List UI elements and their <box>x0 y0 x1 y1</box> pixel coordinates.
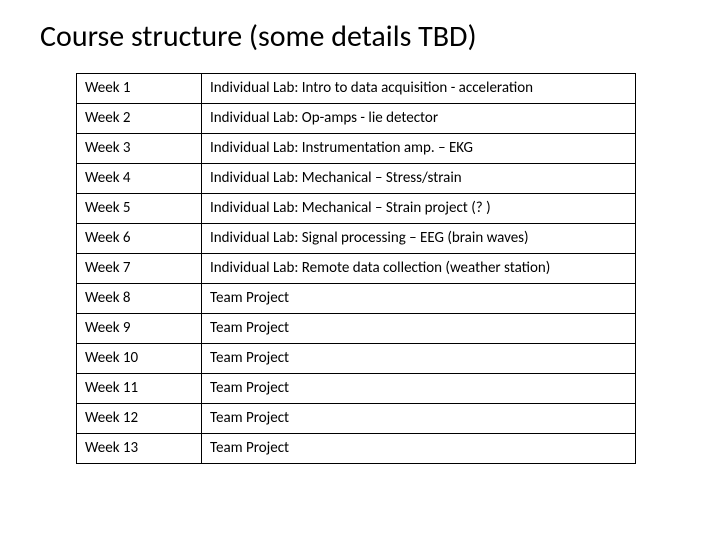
desc-cell: Individual Lab: Signal processing – EEG … <box>202 224 636 254</box>
week-cell: Week 13 <box>77 434 202 464</box>
week-cell: Week 1 <box>77 74 202 104</box>
table-row: Week 11 Team Project <box>77 374 636 404</box>
table-row: Week 5 Individual Lab: Mechanical – Stra… <box>77 194 636 224</box>
week-cell: Week 2 <box>77 104 202 134</box>
week-cell: Week 10 <box>77 344 202 374</box>
week-cell: Week 6 <box>77 224 202 254</box>
week-cell: Week 8 <box>77 284 202 314</box>
schedule-table-wrap: Week 1 Individual Lab: Intro to data acq… <box>76 73 636 464</box>
page-title: Course structure (some details TBD) <box>40 18 682 55</box>
week-cell: Week 9 <box>77 314 202 344</box>
desc-cell: Individual Lab: Mechanical – Strain proj… <box>202 194 636 224</box>
week-cell: Week 7 <box>77 254 202 284</box>
desc-cell: Individual Lab: Op-amps - lie detector <box>202 104 636 134</box>
schedule-table: Week 1 Individual Lab: Intro to data acq… <box>76 73 636 464</box>
table-row: Week 10 Team Project <box>77 344 636 374</box>
week-cell: Week 5 <box>77 194 202 224</box>
desc-cell: Team Project <box>202 344 636 374</box>
table-row: Week 2 Individual Lab: Op-amps - lie det… <box>77 104 636 134</box>
table-row: Week 4 Individual Lab: Mechanical – Stre… <box>77 164 636 194</box>
week-cell: Week 3 <box>77 134 202 164</box>
desc-cell: Team Project <box>202 404 636 434</box>
desc-cell: Team Project <box>202 434 636 464</box>
table-row: Week 6 Individual Lab: Signal processing… <box>77 224 636 254</box>
table-row: Week 3 Individual Lab: Instrumentation a… <box>77 134 636 164</box>
table-row: Week 12 Team Project <box>77 404 636 434</box>
week-cell: Week 12 <box>77 404 202 434</box>
desc-cell: Individual Lab: Mechanical – Stress/stra… <box>202 164 636 194</box>
desc-cell: Team Project <box>202 374 636 404</box>
week-cell: Week 4 <box>77 164 202 194</box>
desc-cell: Individual Lab: Instrumentation amp. – E… <box>202 134 636 164</box>
desc-cell: Team Project <box>202 284 636 314</box>
table-row: Week 7 Individual Lab: Remote data colle… <box>77 254 636 284</box>
desc-cell: Individual Lab: Intro to data acquisitio… <box>202 74 636 104</box>
desc-cell: Individual Lab: Remote data collection (… <box>202 254 636 284</box>
week-cell: Week 11 <box>77 374 202 404</box>
table-row: Week 9 Team Project <box>77 314 636 344</box>
table-row: Week 8 Team Project <box>77 284 636 314</box>
desc-cell: Team Project <box>202 314 636 344</box>
table-row: Week 1 Individual Lab: Intro to data acq… <box>77 74 636 104</box>
table-row: Week 13 Team Project <box>77 434 636 464</box>
